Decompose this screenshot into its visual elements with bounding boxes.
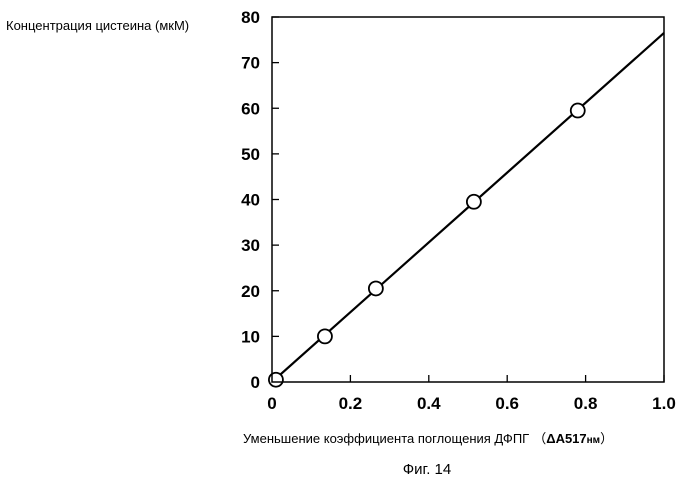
x-axis-unit-open: （: [533, 431, 546, 446]
y-tick-label: 60: [241, 99, 260, 118]
x-tick-label: 1.0: [652, 394, 676, 413]
y-tick-label: 10: [241, 327, 260, 346]
y-tick-label: 70: [241, 54, 260, 73]
x-axis-unit-delta: Δ: [546, 431, 555, 446]
data-point: [467, 195, 481, 209]
y-tick-label: 20: [241, 282, 260, 301]
x-axis-unit-main: A517: [556, 431, 587, 446]
data-point: [571, 104, 585, 118]
y-tick-label: 80: [241, 8, 260, 27]
x-tick-label: 0: [267, 394, 276, 413]
data-point: [318, 329, 332, 343]
y-tick-label: 0: [251, 373, 260, 392]
x-axis-label: Уменьшение коэффициента поглощения ДФПГ （…: [243, 431, 613, 446]
x-axis-label-text: Уменьшение коэффициента поглощения ДФПГ: [243, 431, 529, 446]
x-tick-label: 0.6: [495, 394, 519, 413]
y-tick-label: 50: [241, 145, 260, 164]
y-tick-label: 40: [241, 191, 260, 210]
fit-line: [272, 33, 664, 382]
x-tick-label: 0.2: [339, 394, 363, 413]
data-point: [369, 281, 383, 295]
data-point: [269, 373, 283, 387]
fit-line-group: [272, 33, 664, 382]
y-axis-label: Концентрация цистеина (мкМ): [6, 18, 189, 33]
x-axis-unit-close: ）: [600, 431, 613, 446]
x-tick-label: 0.8: [574, 394, 598, 413]
y-tick-label: 30: [241, 236, 260, 255]
x-tick-label: 0.4: [417, 394, 441, 413]
figure-caption: Фиг. 14: [403, 461, 451, 478]
x-axis-unit-sub: нм: [587, 435, 600, 446]
